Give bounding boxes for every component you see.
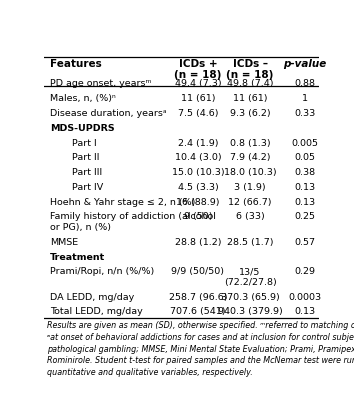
Text: 9/9 (50/50): 9/9 (50/50) <box>171 267 224 276</box>
Text: 0.57: 0.57 <box>295 238 315 247</box>
Text: 0.38: 0.38 <box>294 168 315 177</box>
Text: pathological gambling; MMSE, Mini Mental State Evaluation; Prami, Pramipexole; R: pathological gambling; MMSE, Mini Mental… <box>47 345 354 354</box>
Text: ICDs +
(n = 18): ICDs + (n = 18) <box>174 59 222 80</box>
Text: Part II: Part II <box>72 153 99 162</box>
Text: 0.29: 0.29 <box>295 267 315 276</box>
Text: Rominirole. Student t-test for paired samples and the McNemar test were run for: Rominirole. Student t-test for paired sa… <box>47 356 354 366</box>
Text: 28.5 (1.7): 28.5 (1.7) <box>227 238 273 247</box>
Text: Prami/Ropi, n/n (%/%): Prami/Ropi, n/n (%/%) <box>50 267 154 276</box>
Text: Part IV: Part IV <box>72 183 103 192</box>
Text: 11 (61): 11 (61) <box>181 94 215 103</box>
Text: quantitative and qualitative variables, respectively.: quantitative and qualitative variables, … <box>47 368 253 377</box>
Text: Results are given as mean (SD), otherwise specified. ᵐreferred to matching crite: Results are given as mean (SD), otherwis… <box>47 321 354 330</box>
Text: Disease duration, yearsᵃ: Disease duration, yearsᵃ <box>50 109 166 118</box>
Text: p-value: p-value <box>283 59 326 69</box>
Text: Part I: Part I <box>72 138 96 148</box>
Text: MDS-UPDRS: MDS-UPDRS <box>50 124 114 133</box>
Text: Hoehn & Yahr stage ≤ 2, n (%): Hoehn & Yahr stage ≤ 2, n (%) <box>50 198 195 207</box>
Text: Family history of addiction (alcohol
or PG), n (%): Family history of addiction (alcohol or … <box>50 212 216 232</box>
Text: Males, n, (%)ⁿ: Males, n, (%)ⁿ <box>50 94 115 103</box>
Text: 28.8 (1.2): 28.8 (1.2) <box>175 238 221 247</box>
Text: 11 (61): 11 (61) <box>233 94 267 103</box>
Text: Features: Features <box>50 59 102 69</box>
Text: 9.3 (6.2): 9.3 (6.2) <box>230 109 270 118</box>
Text: MMSE: MMSE <box>50 238 78 247</box>
Text: 3 (1.9): 3 (1.9) <box>234 183 266 192</box>
Text: 7.9 (4.2): 7.9 (4.2) <box>230 153 270 162</box>
Text: 0.005: 0.005 <box>291 138 318 148</box>
Text: 49.8 (7.4): 49.8 (7.4) <box>227 80 273 88</box>
Text: 12 (66.7): 12 (66.7) <box>228 198 272 207</box>
Text: 6 (33): 6 (33) <box>236 212 264 222</box>
Text: 15.0 (10.3): 15.0 (10.3) <box>172 168 224 177</box>
Text: 1: 1 <box>302 94 308 103</box>
Text: 0.88: 0.88 <box>295 80 315 88</box>
Text: Part III: Part III <box>72 168 102 177</box>
Text: 2.4 (1.9): 2.4 (1.9) <box>178 138 218 148</box>
Text: 16 (88.9): 16 (88.9) <box>176 198 219 207</box>
Text: 258.7 (96.6): 258.7 (96.6) <box>169 292 227 302</box>
Text: ᵃat onset of behavioral addictions for cases and at inclusion for control subjec: ᵃat onset of behavioral addictions for c… <box>47 333 354 342</box>
Text: 940.3 (379.9): 940.3 (379.9) <box>218 307 282 316</box>
Text: 4.5 (3.3): 4.5 (3.3) <box>177 183 218 192</box>
Text: 0.25: 0.25 <box>295 212 315 222</box>
Text: 0.0003: 0.0003 <box>288 292 321 302</box>
Text: ICDs –
(n = 18): ICDs – (n = 18) <box>226 59 274 80</box>
Text: 0.13: 0.13 <box>294 307 315 316</box>
Text: 49.4 (7.3): 49.4 (7.3) <box>175 80 221 88</box>
Text: 9 (50): 9 (50) <box>184 212 212 222</box>
Text: DA LEDD, mg/day: DA LEDD, mg/day <box>50 292 134 302</box>
Text: 18.0 (10.3): 18.0 (10.3) <box>224 168 276 177</box>
Text: 0.13: 0.13 <box>294 198 315 207</box>
Text: 370.3 (65.9): 370.3 (65.9) <box>221 292 279 302</box>
Text: 13/5
(72.2/27.8): 13/5 (72.2/27.8) <box>224 267 276 287</box>
Text: 0.33: 0.33 <box>294 109 315 118</box>
Text: 0.05: 0.05 <box>295 153 315 162</box>
Text: 0.13: 0.13 <box>294 183 315 192</box>
Text: 0.8 (1.3): 0.8 (1.3) <box>230 138 270 148</box>
Text: Total LEDD, mg/day: Total LEDD, mg/day <box>50 307 143 316</box>
Text: 7.5 (4.6): 7.5 (4.6) <box>178 109 218 118</box>
Text: PD age onset, yearsᵐ: PD age onset, yearsᵐ <box>50 80 151 88</box>
Text: 10.4 (3.0): 10.4 (3.0) <box>175 153 221 162</box>
Text: Treatment: Treatment <box>50 252 105 262</box>
Text: 707.6 (541): 707.6 (541) <box>170 307 225 316</box>
